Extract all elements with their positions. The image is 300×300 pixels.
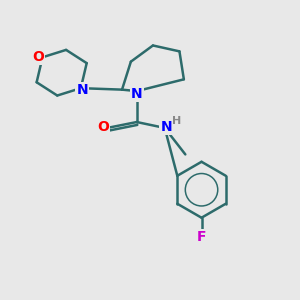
Text: F: F <box>197 230 206 244</box>
Text: N: N <box>160 120 172 134</box>
Text: N: N <box>76 82 88 97</box>
Text: N: N <box>131 87 142 101</box>
Text: H: H <box>172 116 182 126</box>
Text: O: O <box>32 50 44 64</box>
Text: O: O <box>97 120 109 134</box>
